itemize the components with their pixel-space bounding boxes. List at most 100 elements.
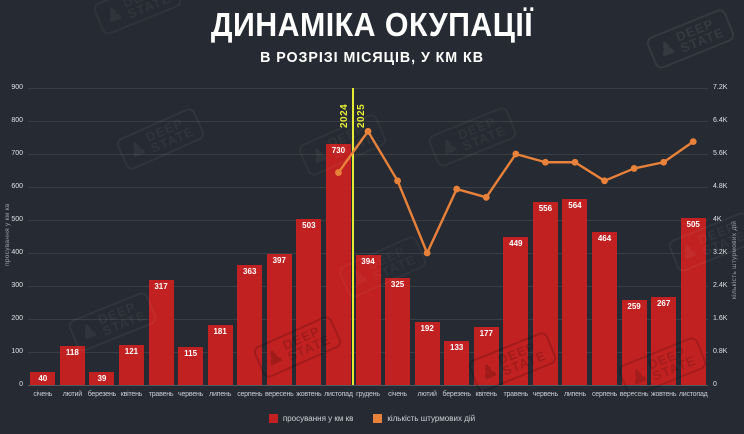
bar [651, 296, 677, 385]
month-label: жовтень [651, 391, 677, 398]
chart-title: ДИНАМІКА ОКУПАЦІЇ [210, 6, 534, 43]
month-label: серпень [237, 391, 263, 398]
right-axis-tick: 7.2K [713, 84, 728, 91]
month-label: грудень [356, 391, 380, 398]
month-label: жовтень [296, 391, 322, 398]
line-point-marker [630, 165, 638, 172]
year-divider-line [352, 88, 355, 385]
bar-value-label: 503 [302, 221, 316, 230]
month-label: вересень [619, 391, 649, 398]
bar [473, 326, 499, 385]
month-label: березень [442, 391, 471, 398]
month-label: листопад [678, 391, 708, 398]
line-point-marker [335, 169, 342, 176]
advance-swatch-icon [268, 413, 278, 423]
bar [118, 345, 144, 385]
line-point-marker [423, 249, 431, 257]
gridline [28, 87, 708, 89]
month-label: серпень [591, 391, 618, 398]
bar [59, 346, 85, 385]
assaults-swatch-icon [373, 413, 383, 423]
bar [148, 280, 174, 385]
bar-value-label: 115 [184, 349, 198, 359]
bar-value-label: 394 [361, 256, 375, 266]
bar [562, 198, 588, 385]
gridline [28, 120, 708, 122]
bar-value-label: 317 [154, 282, 168, 292]
bar-value-label: 121 [124, 347, 139, 357]
month-label: лютий [62, 391, 82, 398]
bar [266, 253, 292, 385]
bar-value-label: 177 [479, 328, 493, 338]
bar-value-label: 363 [243, 267, 257, 277]
bar-value-label: 181 [213, 327, 227, 337]
bar [680, 218, 706, 385]
bar [237, 265, 263, 385]
legend: просування у км кв кількість штурмових д… [0, 410, 744, 426]
left-axis-tick: 800 [11, 117, 23, 124]
gridline [28, 384, 708, 386]
chart-subtitle: В РОЗРІЗІ МІСЯЦІВ, У КМ КВ [260, 49, 484, 66]
bar-value-label: 730 [331, 146, 346, 156]
left-axis-tick: 500 [11, 216, 23, 223]
month-label: січень [33, 391, 53, 398]
month-label: квітень [475, 391, 498, 398]
legend-item-advance: просування у км кв [268, 413, 354, 423]
bar-value-label: 449 [509, 238, 523, 248]
left-axis-tick: 0 [19, 381, 23, 388]
bar-value-label: 133 [450, 343, 464, 353]
gridline [28, 186, 708, 188]
bar-value-label: 505 [686, 220, 700, 230]
bar-value-label: 267 [656, 298, 671, 308]
gridline [28, 153, 708, 155]
bar-value-label: 464 [597, 233, 612, 243]
right-axis-tick: 4K [713, 216, 722, 223]
line-point-marker [364, 127, 372, 135]
legend-item-assaults: кількість штурмових дій [373, 413, 476, 423]
legend-label: кількість штурмових дій [387, 413, 476, 423]
bar-value-label: 118 [65, 348, 79, 358]
bar-value-label: 564 [568, 200, 582, 210]
left-axis-tick: 700 [11, 150, 23, 157]
month-label: лютий [417, 391, 437, 398]
left-axis-tick: 900 [11, 84, 23, 91]
bar-value-label: 40 [38, 373, 48, 383]
month-label: вересень [264, 391, 294, 398]
line-point-marker [541, 158, 549, 166]
bar-value-label: 39 [97, 374, 107, 384]
right-axis-tick: 0.8K [713, 348, 728, 355]
left-axis-tick: 600 [11, 183, 23, 190]
month-label: квітень [120, 391, 143, 398]
right-axis-tick: 3.2K [713, 249, 728, 256]
left-axis-tick: 200 [11, 315, 23, 322]
right-axis-tick: 2.4K [713, 282, 728, 289]
legend-label: просування у км кв [282, 413, 354, 423]
bar-value-label: 192 [420, 323, 434, 333]
month-label: червень [178, 391, 204, 398]
gridline [28, 219, 708, 221]
month-label: січень [388, 391, 408, 398]
month-label: травень [148, 391, 174, 398]
bar [296, 219, 322, 385]
bar [592, 231, 618, 385]
right-axis-tick: 1.6K [713, 315, 728, 322]
bar [385, 277, 411, 385]
line-point-marker [482, 193, 490, 201]
bar [325, 144, 351, 385]
bar [207, 325, 233, 385]
line-point-marker [512, 150, 520, 158]
bar-value-label: 397 [272, 255, 286, 265]
line-point-marker [601, 177, 608, 185]
month-label: березень [87, 391, 117, 398]
right-axis-tick: 0 [713, 381, 717, 388]
gridline [28, 252, 708, 254]
bar [532, 201, 558, 385]
bar [89, 372, 115, 385]
bar-value-label: 259 [627, 301, 641, 311]
line-point-marker [571, 158, 579, 166]
left-axis-tick: 400 [11, 249, 23, 256]
bar [414, 321, 440, 385]
left-axis-tick: 100 [11, 348, 23, 355]
bar [444, 341, 470, 385]
